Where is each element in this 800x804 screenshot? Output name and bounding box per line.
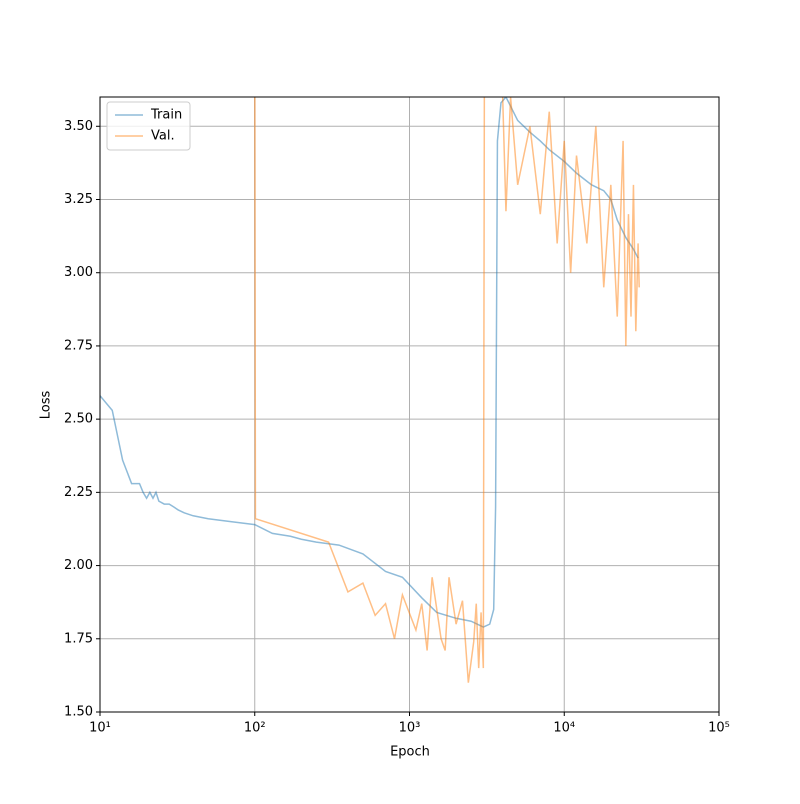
plot-area <box>100 97 640 683</box>
y-axis-label: Loss <box>39 391 54 420</box>
legend-label: Train <box>150 108 182 123</box>
y-tick-label: 1.75 <box>64 631 93 646</box>
x-tick-label: 10² <box>244 721 266 736</box>
y-tick-label: 3.25 <box>64 192 93 207</box>
plot-frame <box>99 96 720 713</box>
y-tick-label: 3.00 <box>64 265 93 280</box>
legend-label: Val. <box>151 129 175 144</box>
x-tick-label: 10⁵ <box>708 721 730 736</box>
y-tick-label: 2.00 <box>64 558 93 573</box>
x-tick-label: 10¹ <box>89 721 111 736</box>
y-tick-label: 2.75 <box>64 338 93 353</box>
x-tick-label: 10⁴ <box>553 721 575 736</box>
x-axis-label: Epoch <box>390 745 430 760</box>
line-series <box>254 97 640 683</box>
y-tick-label: 3.50 <box>64 119 93 134</box>
y-tick-label: 2.50 <box>64 412 93 427</box>
x-tick-label: 10³ <box>399 721 421 736</box>
y-tick-label: 2.25 <box>64 485 93 500</box>
legend-box <box>106 101 191 151</box>
line-series <box>100 97 639 628</box>
y-tick-label: 1.50 <box>64 705 93 720</box>
